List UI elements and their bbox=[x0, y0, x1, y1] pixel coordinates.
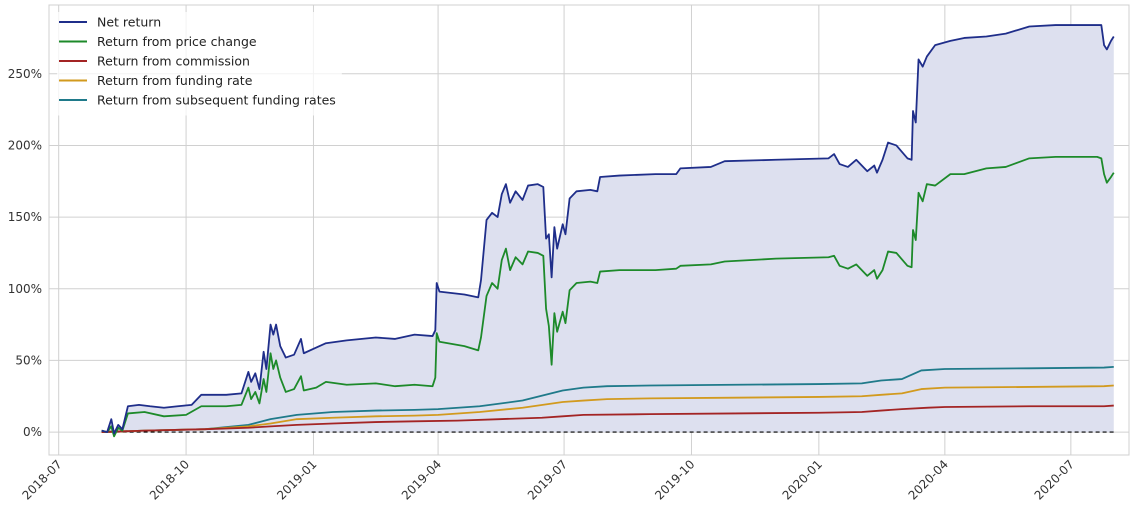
series-line-return-from-commission bbox=[101, 404, 1114, 433]
net-return-shaded-area bbox=[101, 25, 1114, 434]
legend-label: Return from commission bbox=[97, 54, 250, 69]
legend-item: Return from commission bbox=[59, 54, 250, 69]
y-tick-label: 150% bbox=[8, 210, 42, 224]
legend-box bbox=[57, 12, 342, 116]
y-axis: 0% 50% 100% 150% 200% 250% bbox=[8, 67, 42, 439]
series-line-return-from-subsequent-funding-rates bbox=[101, 365, 1114, 433]
series-line-return-from-price-change bbox=[101, 156, 1115, 438]
legend-label: Net return bbox=[97, 15, 161, 30]
legend: Net return Return from price change Return… bbox=[57, 12, 342, 116]
y-tick-label: 200% bbox=[8, 138, 42, 152]
legend-item: Net return bbox=[59, 15, 161, 30]
y-tick-label: 0% bbox=[23, 425, 42, 439]
net-return-area-layer bbox=[101, 25, 1114, 434]
legend-label: Return from subsequent funding rates bbox=[97, 93, 336, 108]
y-tick-label: 50% bbox=[15, 353, 42, 367]
y-tick-label: 250% bbox=[8, 67, 42, 81]
legend-item: Return from funding rate bbox=[59, 73, 253, 88]
legend-label: Return from funding rate bbox=[97, 73, 253, 88]
legend-label: Return from price change bbox=[97, 34, 257, 49]
series-layer bbox=[101, 24, 1115, 438]
legend-item: Return from price change bbox=[59, 34, 257, 49]
series-line-return-from-funding-rate bbox=[101, 384, 1114, 433]
legend-item: Return from subsequent funding rates bbox=[59, 93, 336, 108]
y-tick-label: 100% bbox=[8, 282, 42, 296]
series-line-net-return bbox=[101, 24, 1115, 435]
